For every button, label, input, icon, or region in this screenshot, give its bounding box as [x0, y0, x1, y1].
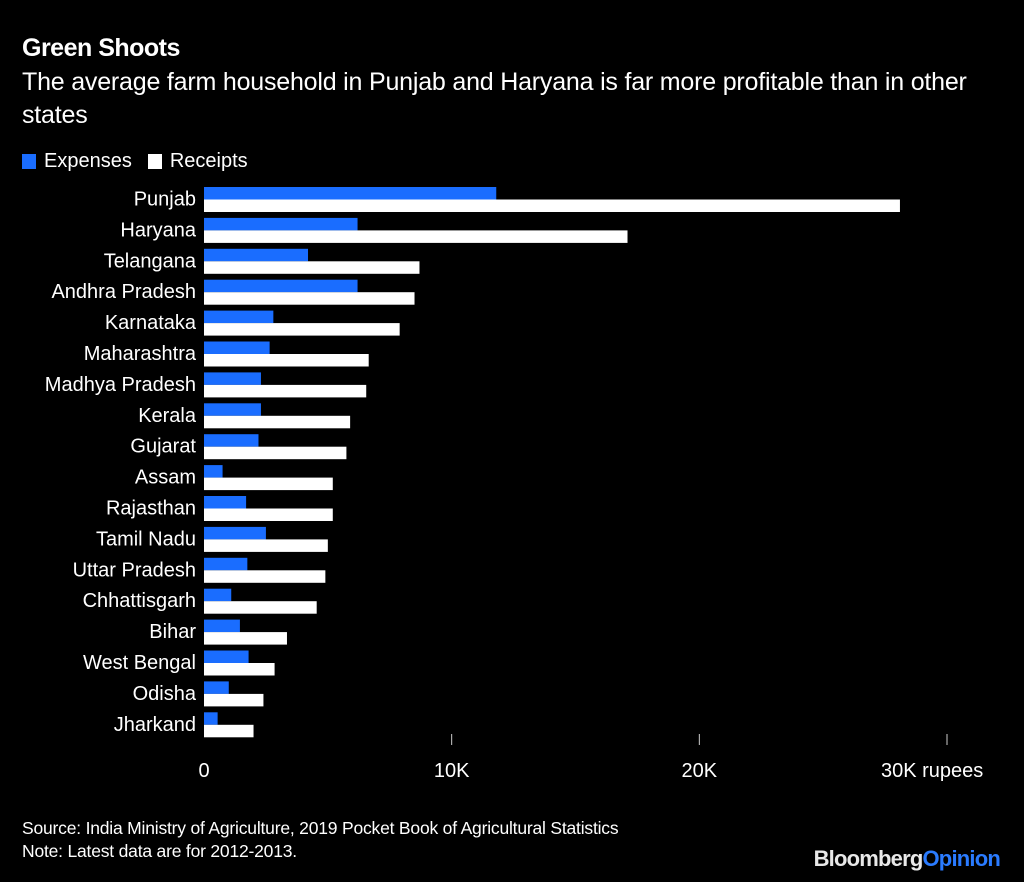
bar-receipts	[204, 384, 367, 398]
bar-receipts	[204, 508, 333, 521]
category-label: Punjab	[134, 189, 196, 211]
category-label: Madhya Pradesh	[45, 374, 196, 396]
brand-logo: BloombergOpinion	[813, 846, 1001, 872]
bar-receipts	[204, 292, 415, 305]
category-label: West Bengal	[83, 652, 196, 674]
category-label: Karnataka	[105, 312, 197, 334]
legend-swatch-expenses	[22, 154, 36, 169]
legend-item-expenses: Expenses	[22, 150, 132, 173]
bar-expenses	[204, 187, 497, 200]
category-label: Haryana	[120, 219, 196, 241]
chart-title: Green Shoots	[22, 34, 180, 62]
bar-expenses	[204, 465, 223, 478]
category-label: Andhra Pradesh	[51, 281, 196, 303]
bar-expenses	[204, 588, 232, 602]
legend-label-receipts: Receipts	[169, 150, 248, 172]
legend-label-expenses: Expenses	[44, 150, 132, 172]
bar-expenses	[204, 217, 358, 231]
category-label: Telangana	[104, 250, 197, 272]
x-tick-label: 20K	[682, 760, 718, 782]
bar-receipts	[204, 261, 420, 274]
category-label: Maharashtra	[84, 343, 197, 365]
bar-expenses	[204, 434, 259, 447]
bar-receipts	[204, 601, 317, 614]
x-tick-label: 30K rupees	[881, 760, 983, 782]
brand-part2: Opinion	[922, 846, 1001, 871]
bar-receipts	[204, 570, 326, 583]
bar-receipts	[204, 230, 628, 243]
bar-receipts	[204, 323, 400, 336]
bar-expenses	[204, 619, 240, 633]
bar-expenses	[204, 403, 261, 416]
bar-receipts	[204, 354, 369, 367]
bar-expenses	[204, 712, 218, 725]
category-label: Rajasthan	[106, 498, 196, 520]
bar-receipts	[204, 539, 328, 552]
category-label: Tamil Nadu	[96, 528, 196, 550]
legend-swatch-receipts	[147, 154, 162, 169]
bar-receipts	[204, 199, 900, 212]
category-label: Bihar	[149, 621, 196, 643]
bar-expenses	[204, 650, 249, 663]
bar-expenses	[204, 526, 266, 540]
bar-receipts	[204, 446, 347, 460]
category-label: Jharkand	[114, 714, 196, 736]
category-label: Chhattisgarh	[83, 590, 196, 612]
category-label: Kerala	[138, 405, 197, 427]
x-tick-label: 10K	[434, 760, 470, 782]
bar-receipts	[204, 663, 275, 676]
bar-receipts	[204, 415, 351, 429]
source-note: Source: India Ministry of Agriculture, 2…	[22, 818, 619, 838]
category-label: Odisha	[133, 683, 197, 705]
bar-receipts	[204, 477, 333, 491]
bar-receipts	[204, 724, 254, 738]
bar-expenses	[204, 557, 248, 571]
bar-expenses	[204, 341, 270, 354]
bar-expenses	[204, 248, 309, 262]
data-note: Note: Latest data are for 2012-2013.	[22, 841, 297, 861]
legend: Expenses Receipts	[22, 150, 264, 173]
category-label: Gujarat	[130, 436, 196, 458]
chart-subtitle: The average farm household in Punjab and…	[22, 68, 967, 129]
bar-expenses	[204, 372, 261, 385]
bar-receipts	[204, 632, 287, 645]
category-label: Assam	[135, 467, 196, 489]
footer: Source: India Ministry of Agriculture, 2…	[22, 817, 619, 863]
bar-expenses	[204, 279, 358, 293]
bar-expenses	[204, 496, 247, 509]
x-tick-label: 0	[198, 760, 209, 782]
bar-expenses	[204, 681, 229, 694]
category-label: Uttar Pradesh	[73, 559, 196, 581]
bar-expenses	[204, 310, 274, 324]
brand-part1: Bloomberg	[813, 846, 924, 871]
bar-receipts	[204, 693, 264, 707]
legend-item-receipts: Receipts	[147, 150, 248, 173]
